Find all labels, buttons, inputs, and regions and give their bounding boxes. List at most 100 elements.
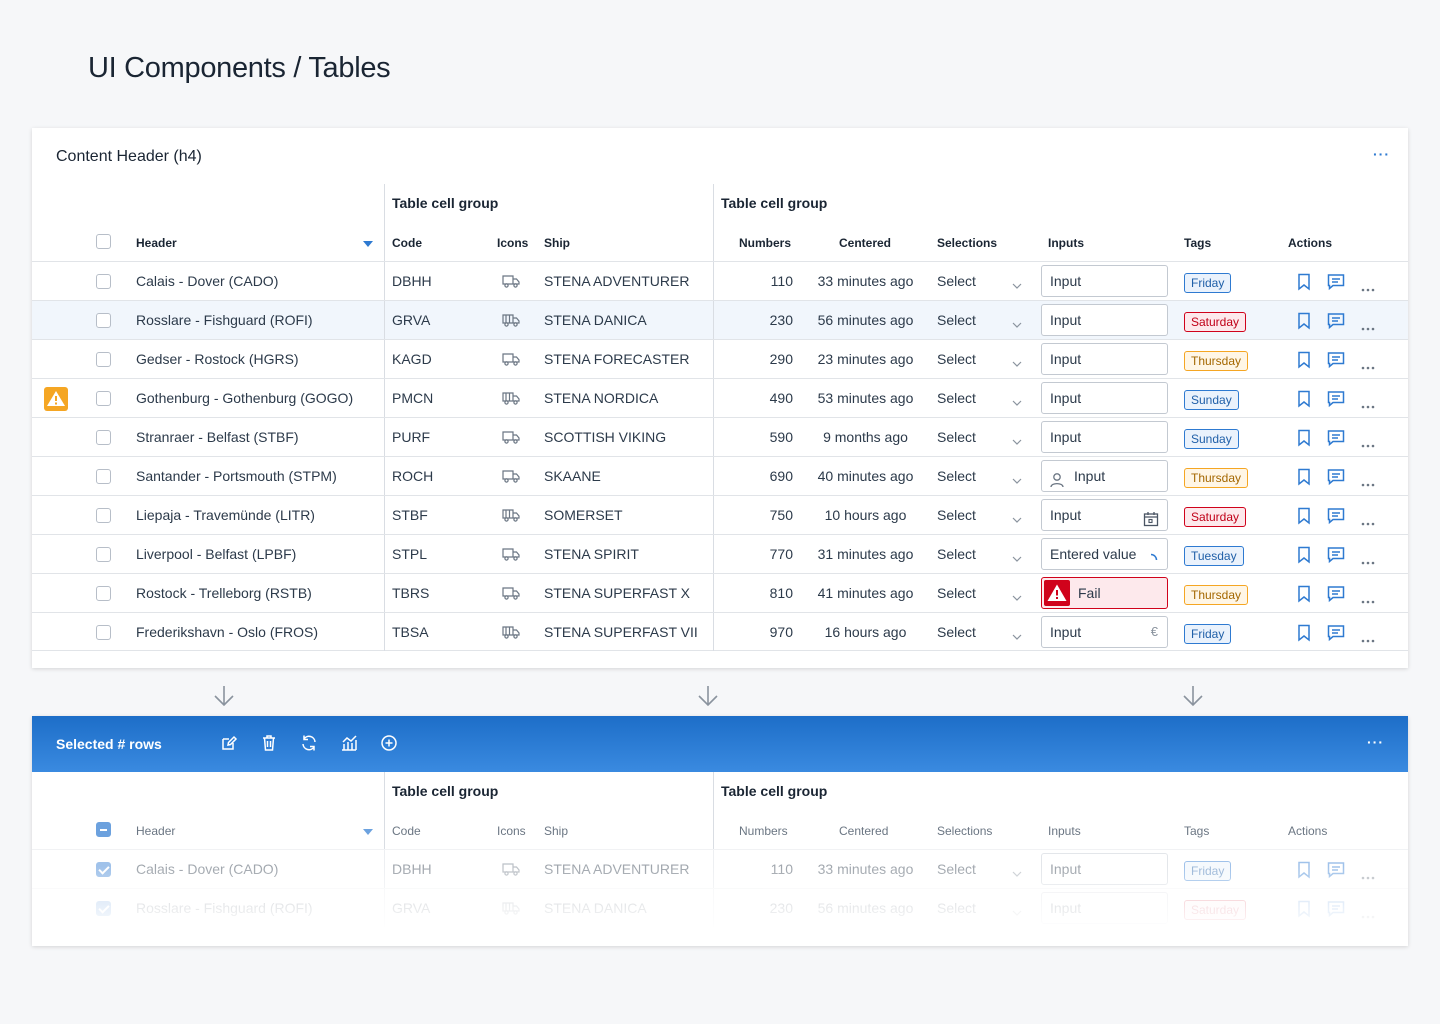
- trash-icon[interactable]: [260, 734, 278, 752]
- bookmark-icon[interactable]: [1296, 351, 1312, 374]
- column-header-actions[interactable]: Actions: [1288, 824, 1328, 838]
- chevron-down-icon[interactable]: [1012, 432, 1022, 450]
- table-row[interactable]: Rosslare - Fishguard (ROFI) GRVA STENA DAN…: [32, 300, 1408, 339]
- row-checkbox[interactable]: [96, 274, 111, 289]
- calendar-icon[interactable]: [1143, 507, 1159, 537]
- chevron-down-icon[interactable]: [1012, 354, 1022, 372]
- comment-icon[interactable]: [1327, 429, 1345, 452]
- row-checkbox[interactable]: [96, 508, 111, 523]
- date-input-field[interactable]: Input: [1041, 499, 1168, 531]
- table-row[interactable]: Gothenburg - Gothenburg (GOGO) PMCN STENA …: [32, 378, 1408, 417]
- bookmark-icon[interactable]: [1296, 468, 1312, 491]
- table-row[interactable]: Frederikshavn - Oslo (FROS) TBSA STENA SUP…: [32, 612, 1408, 651]
- currency-input-field[interactable]: Input €: [1041, 616, 1168, 648]
- comment-icon[interactable]: [1327, 585, 1345, 608]
- column-header-inputs[interactable]: Inputs: [1048, 236, 1084, 250]
- column-header-centered[interactable]: Centered: [839, 824, 889, 838]
- more-actions-icon[interactable]: [1360, 513, 1376, 531]
- column-header-header[interactable]: Header: [136, 824, 176, 838]
- column-header-selections[interactable]: Selections: [937, 824, 993, 838]
- select-dropdown[interactable]: Select: [937, 624, 976, 640]
- column-header-header[interactable]: Header: [136, 236, 177, 250]
- add-circle-icon[interactable]: [380, 734, 398, 752]
- table-row[interactable]: Rostock - Trelleborg (RSTB) TBRS STENA SUP…: [32, 573, 1408, 612]
- table-row[interactable]: Stranraer - Belfast (STBF) PURF SCOTTISH V…: [32, 417, 1408, 456]
- column-header-code[interactable]: Code: [392, 824, 421, 838]
- more-actions-icon[interactable]: [1360, 630, 1376, 648]
- chevron-down-icon[interactable]: [1012, 588, 1022, 606]
- chevron-down-icon[interactable]: [1012, 627, 1022, 645]
- comment-icon[interactable]: [1327, 390, 1345, 413]
- column-header-ship[interactable]: Ship: [544, 236, 570, 250]
- bookmark-icon[interactable]: [1296, 507, 1312, 530]
- row-checkbox[interactable]: [96, 352, 111, 367]
- select-dropdown[interactable]: Select: [937, 546, 976, 562]
- column-header-icons[interactable]: Icons: [497, 824, 526, 838]
- bookmark-icon[interactable]: [1296, 273, 1312, 296]
- bookmark-icon[interactable]: [1296, 429, 1312, 452]
- chevron-down-icon[interactable]: [1012, 393, 1022, 411]
- input-field-error[interactable]: Fail: [1041, 577, 1168, 609]
- more-actions-icon[interactable]: [1360, 474, 1376, 492]
- comment-icon[interactable]: [1327, 273, 1345, 296]
- column-header-icons[interactable]: Icons: [497, 236, 529, 250]
- input-field[interactable]: Input: [1041, 265, 1168, 297]
- table-row[interactable]: Liverpool - Belfast (LPBF) STPL STENA SPIR…: [32, 534, 1408, 573]
- more-actions-icon[interactable]: [1360, 591, 1376, 609]
- more-actions-icon[interactable]: [1360, 279, 1376, 297]
- comment-icon[interactable]: [1327, 468, 1345, 491]
- chevron-down-icon[interactable]: [1012, 276, 1022, 294]
- column-header-selections[interactable]: Selections: [937, 236, 998, 250]
- more-actions-icon[interactable]: [1360, 357, 1376, 375]
- column-header-numbers[interactable]: Numbers: [739, 236, 792, 250]
- bookmark-icon[interactable]: [1296, 546, 1312, 569]
- row-checkbox[interactable]: [96, 391, 111, 406]
- bookmark-icon[interactable]: [1296, 585, 1312, 608]
- select-all-checkbox[interactable]: [96, 234, 111, 249]
- comment-icon[interactable]: [1327, 312, 1345, 335]
- row-checkbox[interactable]: [96, 625, 111, 640]
- input-field[interactable]: Entered value: [1041, 538, 1168, 570]
- input-field[interactable]: Input: [1041, 382, 1168, 414]
- more-actions-icon[interactable]: [1360, 552, 1376, 570]
- more-icon[interactable]: ···: [1373, 146, 1390, 162]
- row-checkbox[interactable]: [96, 586, 111, 601]
- comment-icon[interactable]: [1327, 351, 1345, 374]
- chevron-down-icon[interactable]: [1012, 510, 1022, 528]
- column-header-tags[interactable]: Tags: [1184, 824, 1210, 838]
- table-row[interactable]: Liepaja - Travemünde (LITR) STBF SOMERSET 7…: [32, 495, 1408, 534]
- input-field[interactable]: Input: [1041, 304, 1168, 336]
- select-dropdown[interactable]: Select: [937, 468, 976, 484]
- sort-desc-icon[interactable]: [363, 829, 373, 835]
- bookmark-icon[interactable]: [1296, 390, 1312, 413]
- more-actions-icon[interactable]: [1360, 318, 1376, 336]
- bookmark-icon[interactable]: [1296, 624, 1312, 647]
- comment-icon[interactable]: [1327, 546, 1345, 569]
- row-checkbox[interactable]: [96, 313, 111, 328]
- column-header-ship[interactable]: Ship: [544, 824, 569, 838]
- column-header-code[interactable]: Code: [392, 236, 422, 250]
- select-dropdown[interactable]: Select: [937, 312, 976, 328]
- comment-icon[interactable]: [1327, 507, 1345, 530]
- select-dropdown[interactable]: Select: [937, 429, 976, 445]
- more-actions-icon[interactable]: [1360, 435, 1376, 453]
- column-header-actions[interactable]: Actions: [1288, 236, 1333, 250]
- row-checkbox[interactable]: [96, 547, 111, 562]
- table-row[interactable]: Santander - Portsmouth (STPM) ROCH SKAANE 6…: [32, 456, 1408, 495]
- edit-icon[interactable]: [220, 734, 238, 752]
- select-all-checkbox[interactable]: [96, 822, 111, 837]
- sort-desc-icon[interactable]: [363, 241, 373, 247]
- chevron-down-icon[interactable]: [1012, 471, 1022, 489]
- column-header-centered[interactable]: Centered: [839, 236, 892, 250]
- input-field[interactable]: Input: [1041, 460, 1168, 492]
- refresh-icon[interactable]: [300, 734, 318, 752]
- input-field[interactable]: Input: [1041, 343, 1168, 375]
- more-actions-icon[interactable]: [1360, 396, 1376, 414]
- select-dropdown[interactable]: Select: [937, 273, 976, 289]
- select-dropdown[interactable]: Select: [937, 507, 976, 523]
- chevron-down-icon[interactable]: [1012, 549, 1022, 567]
- input-field[interactable]: Input: [1041, 421, 1168, 453]
- chart-icon[interactable]: [340, 734, 358, 752]
- table-row[interactable]: Gedser - Rostock (HGRS) KAGD STENA FORECAS…: [32, 339, 1408, 378]
- table-row[interactable]: Calais - Dover (CADO) DBHH STENA ADVENTURE…: [32, 261, 1408, 300]
